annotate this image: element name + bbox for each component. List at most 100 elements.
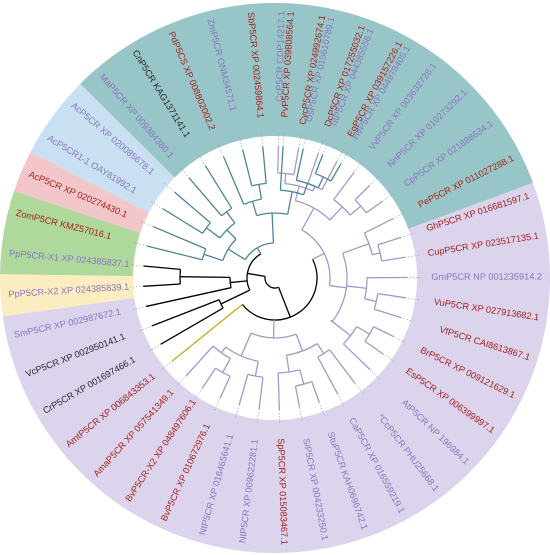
branch-segment xyxy=(364,298,377,303)
leaf-connector xyxy=(132,241,148,247)
branch-segment xyxy=(254,361,259,377)
leaf-connector xyxy=(405,254,421,258)
leaf-connector xyxy=(175,375,187,388)
branch-segment xyxy=(314,154,324,174)
branch-segment xyxy=(242,149,253,187)
branch-segment xyxy=(381,256,406,262)
branch-arc xyxy=(364,326,375,342)
branch-segment xyxy=(312,252,325,260)
branch-segment xyxy=(277,146,280,174)
branch-arc xyxy=(244,242,274,260)
branch-arc xyxy=(264,276,279,289)
branch-segment xyxy=(317,356,339,395)
leaf-label: SpP5CR XP 015083467.1 xyxy=(276,438,290,545)
leaf-connector xyxy=(400,317,416,323)
branch-segment xyxy=(328,349,356,384)
leaf-connector xyxy=(369,174,381,186)
leaf-connector xyxy=(131,306,147,311)
branch-arc xyxy=(241,258,318,321)
branch-segment xyxy=(330,319,351,337)
branch-segment xyxy=(162,208,204,234)
branch-segment xyxy=(301,207,315,231)
branch-segment xyxy=(372,252,381,256)
leaf-connector xyxy=(282,131,285,147)
branch-segment xyxy=(374,308,402,319)
leaf-connector xyxy=(178,166,190,179)
branch-segment xyxy=(346,285,355,288)
branch-segment xyxy=(251,201,258,216)
branch-arc xyxy=(225,346,259,362)
branch-segment xyxy=(201,367,217,389)
branch-segment xyxy=(299,369,305,385)
branch-segment xyxy=(143,265,181,271)
branch-arc xyxy=(333,199,351,216)
leaf-connector xyxy=(147,343,161,353)
branch-segment xyxy=(238,374,249,406)
leaf-connector xyxy=(217,142,224,157)
leaf-connector xyxy=(318,402,325,417)
branch-segment xyxy=(174,191,211,224)
branch-segment xyxy=(222,156,245,205)
branch-segment xyxy=(354,286,367,289)
branch-segment xyxy=(333,171,355,200)
clade-band-blue xyxy=(30,83,175,213)
branch-arc xyxy=(222,238,237,261)
branch-segment xyxy=(321,161,338,191)
branch-arc xyxy=(296,179,319,189)
branch-segment xyxy=(188,177,223,217)
branch-arc xyxy=(377,244,383,262)
branch-segment xyxy=(364,340,384,355)
branch-segment xyxy=(329,206,343,221)
branch-segment xyxy=(294,385,301,408)
branch-segment xyxy=(295,333,304,352)
branch-segment xyxy=(222,358,231,373)
branch-arc xyxy=(286,343,318,356)
leaf-connector xyxy=(149,200,163,209)
clade-band-pink xyxy=(14,151,149,234)
branch-arc xyxy=(295,200,331,221)
branch-segment xyxy=(160,307,224,345)
branch-segment xyxy=(146,245,203,261)
branch-arc xyxy=(277,172,294,176)
branch-segment xyxy=(316,343,325,354)
branch-segment xyxy=(365,200,383,214)
branch-segment xyxy=(153,226,207,250)
branch-segment xyxy=(312,186,316,192)
branch-segment xyxy=(295,148,304,181)
branch-segment xyxy=(357,243,370,249)
branch-segment xyxy=(329,284,347,289)
branch-segment xyxy=(240,332,252,357)
branch-segment xyxy=(278,287,291,318)
center-hole xyxy=(133,136,417,420)
leaf-connector xyxy=(128,264,144,267)
leaf-connector xyxy=(340,150,349,164)
branch-segment xyxy=(302,183,309,195)
leaf-connector xyxy=(261,131,264,147)
branch-segment xyxy=(220,346,227,354)
tree-branches xyxy=(143,146,408,410)
leaf-connector xyxy=(369,369,382,381)
branch-segment xyxy=(311,381,320,403)
branch-segment xyxy=(226,229,237,240)
branch-segment xyxy=(151,299,220,327)
branch-arc xyxy=(256,212,288,217)
leaf-connector xyxy=(354,382,365,396)
branch-segment xyxy=(256,247,262,255)
branch-segment xyxy=(171,303,243,362)
leaf-connector xyxy=(400,232,416,238)
branch-segment xyxy=(330,163,342,182)
leaf-connector xyxy=(234,404,240,420)
branch-segment xyxy=(180,276,231,279)
branch-segment xyxy=(203,253,224,262)
branch-segment xyxy=(279,146,284,191)
branch-segment xyxy=(284,173,287,184)
branch-arc xyxy=(250,332,297,339)
clade-band-yellow xyxy=(0,274,135,317)
branch-segment xyxy=(342,247,358,254)
branch-segment xyxy=(204,165,233,209)
leaf-connector xyxy=(317,139,324,154)
branch-segment xyxy=(307,153,319,184)
branch-segment xyxy=(271,213,275,244)
branch-arc xyxy=(212,345,231,360)
branch-segment xyxy=(226,211,236,224)
